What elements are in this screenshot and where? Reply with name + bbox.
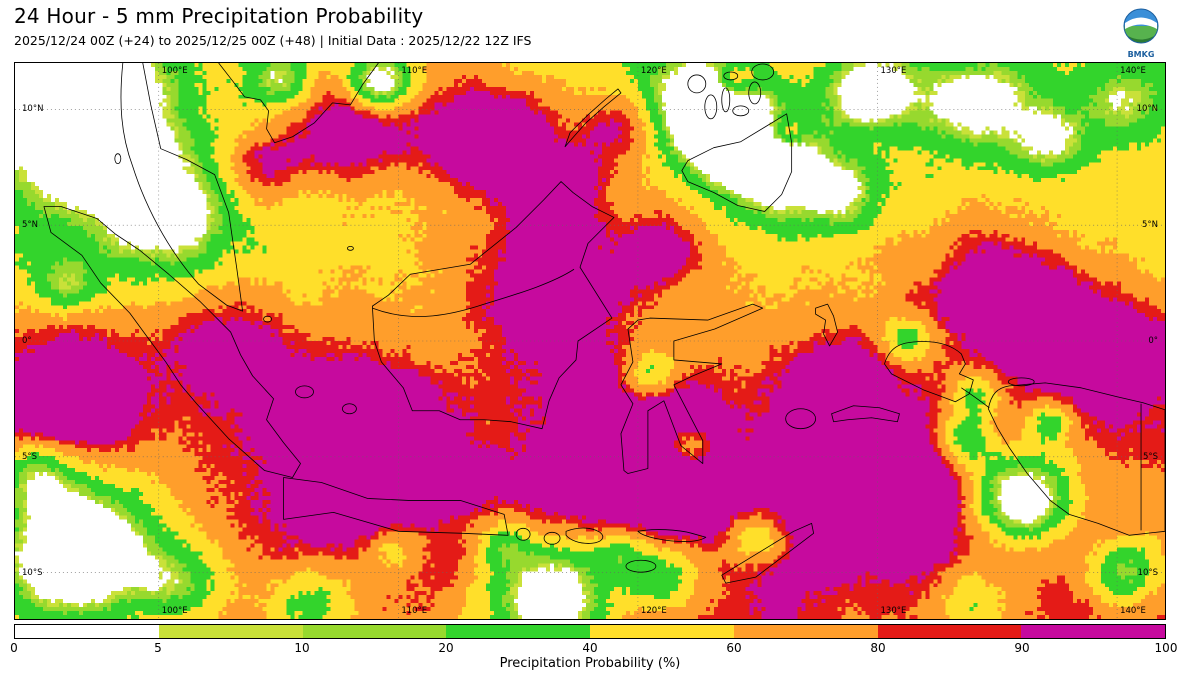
coastline-path	[620, 303, 764, 474]
coastline-path	[637, 529, 707, 542]
bmkg-logo: BMKG	[1118, 6, 1164, 64]
island-outline	[721, 87, 731, 113]
coastline-path	[372, 268, 575, 317]
colorbar-tick-label: 60	[726, 641, 742, 655]
bmkg-logo-icon: BMKG	[1123, 8, 1159, 59]
colorbar-tick-label: 5	[154, 641, 162, 655]
valid-time-subtitle: 2025/12/24 00Z (+24) to 2025/12/25 00Z (…	[14, 33, 532, 48]
island-outline	[751, 63, 775, 81]
coastline-path	[564, 88, 622, 148]
coastline-path	[283, 477, 509, 536]
island-outline	[114, 153, 122, 165]
island-outline	[748, 81, 762, 105]
colorbar-segment	[733, 625, 878, 638]
page-title: 24 Hour - 5 mm Precipitation Probability	[14, 4, 424, 28]
island-outline	[1007, 377, 1035, 387]
colorbar-segment	[446, 625, 590, 638]
island-outline	[704, 94, 718, 120]
coastline-path	[218, 63, 379, 144]
coastline-grid-overlay	[15, 63, 1165, 619]
coastline-path	[565, 527, 604, 544]
colorbar-tick-label: 80	[870, 641, 886, 655]
bmkg-logo-caption: BMKG	[1128, 50, 1155, 59]
colorbar-segment	[158, 625, 303, 638]
coastline-path	[831, 405, 900, 423]
island-outline	[543, 531, 561, 545]
colorbar-segment	[15, 625, 159, 638]
colorbar-tick-label: 40	[582, 641, 598, 655]
island-outline	[723, 71, 739, 81]
island-outline	[342, 403, 357, 415]
colorbar-tick-label: 20	[438, 641, 454, 655]
island-outline	[732, 105, 750, 117]
colorbar-ticks: 0 5 10 20 40 60 80 90 100	[10, 639, 1177, 655]
coastline-path	[987, 382, 1165, 536]
island-outline	[515, 527, 531, 541]
coastline-path	[721, 522, 815, 584]
coastline-path	[120, 63, 244, 312]
colorbar-tick-label: 0	[10, 641, 18, 655]
island-outline	[687, 74, 707, 94]
island-outline	[263, 315, 272, 323]
colorbar-segment	[302, 625, 447, 638]
colorbar-tick-label: 90	[1014, 641, 1030, 655]
island-outline	[295, 385, 314, 399]
colorbar-segment	[1021, 625, 1165, 638]
legend: 0 5 10 20 40 60 80 90 100 Precipitation Probabil…	[10, 624, 1177, 671]
coastline-path	[884, 341, 974, 403]
island-outline	[347, 245, 354, 251]
coastline-path	[43, 206, 301, 478]
precipitation-map: 100°E 100°E 110°E 110°E 120°E 120°E 130°E 130°E…	[14, 62, 1166, 620]
coastline-path	[681, 113, 793, 212]
colorbar-caption: Precipitation Probability (%)	[499, 656, 681, 671]
colorbar-tick-label: 10	[294, 641, 310, 655]
colorbar	[14, 624, 1166, 639]
colorbar-segment	[590, 625, 734, 638]
coastline-path	[961, 387, 990, 409]
coastline-path	[371, 181, 615, 430]
figure-header: 24 Hour - 5 mm Precipitation Probability…	[14, 4, 1166, 60]
colorbar-tick-label: 100	[1154, 641, 1178, 655]
island-outline	[625, 559, 657, 573]
colorbar-segment	[877, 625, 1022, 638]
island-outline	[785, 408, 817, 430]
coastline-path	[815, 303, 838, 347]
